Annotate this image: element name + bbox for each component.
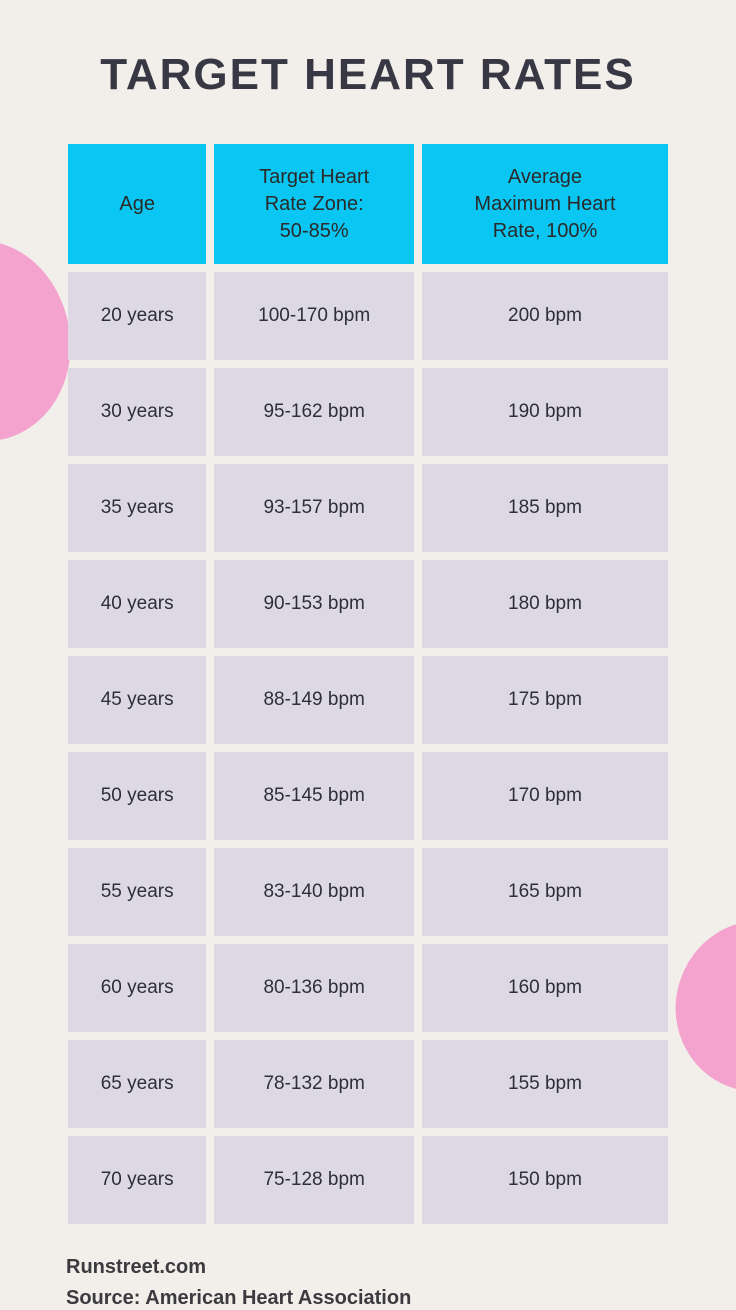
heart-rate-table: Age Target HeartRate Zone:50-85% Average… [60, 136, 676, 1232]
cell-age: 65 years [68, 1040, 206, 1128]
footer: Runstreet.com Source: American Heart Ass… [60, 1256, 676, 1310]
table-header-row: Age Target HeartRate Zone:50-85% Average… [68, 144, 668, 264]
cell-age: 55 years [68, 848, 206, 936]
cell-age: 70 years [68, 1136, 206, 1224]
footer-site: Runstreet.com [66, 1256, 676, 1279]
cell-zone: 83-140 bpm [214, 848, 414, 936]
cell-age: 60 years [68, 944, 206, 1032]
cell-age: 35 years [68, 464, 206, 552]
cell-zone: 85-145 bpm [214, 752, 414, 840]
col-header-max: AverageMaximum HeartRate, 100% [422, 144, 668, 264]
cell-max: 190 bpm [422, 368, 668, 456]
page-title: TARGET HEART RATES [60, 50, 676, 100]
cell-max: 155 bpm [422, 1040, 668, 1128]
cell-age: 30 years [68, 368, 206, 456]
cell-zone: 75-128 bpm [214, 1136, 414, 1224]
table-row: 20 years 100-170 bpm 200 bpm [68, 272, 668, 360]
table-row: 55 years 83-140 bpm 165 bpm [68, 848, 668, 936]
cell-zone: 80-136 bpm [214, 944, 414, 1032]
cell-zone: 95-162 bpm [214, 368, 414, 456]
cell-zone: 93-157 bpm [214, 464, 414, 552]
col-header-age: Age [68, 144, 206, 264]
table-row: 35 years 93-157 bpm 185 bpm [68, 464, 668, 552]
cell-age: 45 years [68, 656, 206, 744]
cell-max: 150 bpm [422, 1136, 668, 1224]
table-body: 20 years 100-170 bpm 200 bpm 30 years 95… [68, 272, 668, 1224]
col-header-zone: Target HeartRate Zone:50-85% [214, 144, 414, 264]
table-row: 30 years 95-162 bpm 190 bpm [68, 368, 668, 456]
cell-age: 50 years [68, 752, 206, 840]
infographic-container: TARGET HEART RATES Age Target HeartRate … [0, 0, 736, 1310]
footer-source: Source: American Heart Association [66, 1287, 676, 1310]
cell-max: 185 bpm [422, 464, 668, 552]
cell-max: 170 bpm [422, 752, 668, 840]
table-row: 50 years 85-145 bpm 170 bpm [68, 752, 668, 840]
cell-max: 180 bpm [422, 560, 668, 648]
cell-max: 200 bpm [422, 272, 668, 360]
cell-zone: 88-149 bpm [214, 656, 414, 744]
table-row: 70 years 75-128 bpm 150 bpm [68, 1136, 668, 1224]
table-row: 65 years 78-132 bpm 155 bpm [68, 1040, 668, 1128]
cell-max: 160 bpm [422, 944, 668, 1032]
table-row: 45 years 88-149 bpm 175 bpm [68, 656, 668, 744]
table-row: 40 years 90-153 bpm 180 bpm [68, 560, 668, 648]
cell-zone: 90-153 bpm [214, 560, 414, 648]
cell-age: 20 years [68, 272, 206, 360]
cell-zone: 100-170 bpm [214, 272, 414, 360]
cell-zone: 78-132 bpm [214, 1040, 414, 1128]
cell-max: 175 bpm [422, 656, 668, 744]
cell-max: 165 bpm [422, 848, 668, 936]
table-row: 60 years 80-136 bpm 160 bpm [68, 944, 668, 1032]
cell-age: 40 years [68, 560, 206, 648]
